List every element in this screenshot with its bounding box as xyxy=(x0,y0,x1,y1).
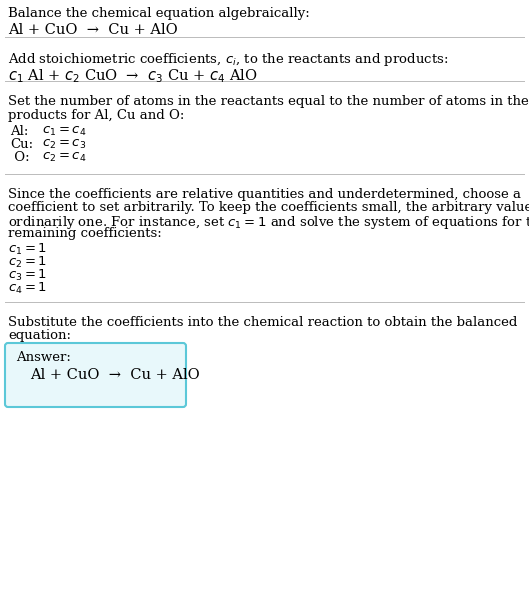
FancyBboxPatch shape xyxy=(5,343,186,407)
Text: $c_1 = 1$: $c_1 = 1$ xyxy=(8,242,47,257)
Text: Al + CuO  →  Cu + AlO: Al + CuO → Cu + AlO xyxy=(8,23,178,37)
Text: Al + CuO  →  Cu + AlO: Al + CuO → Cu + AlO xyxy=(30,368,200,382)
Text: Add stoichiometric coefficients, $c_i$, to the reactants and products:: Add stoichiometric coefficients, $c_i$, … xyxy=(8,51,449,68)
Text: $c_1 = c_4$: $c_1 = c_4$ xyxy=(42,125,86,138)
Text: Al:: Al: xyxy=(10,125,29,138)
Text: products for Al, Cu and O:: products for Al, Cu and O: xyxy=(8,109,185,122)
Text: O:: O: xyxy=(10,151,30,164)
Text: $c_3 = 1$: $c_3 = 1$ xyxy=(8,268,47,283)
Text: Set the number of atoms in the reactants equal to the number of atoms in the: Set the number of atoms in the reactants… xyxy=(8,95,529,108)
Text: Substitute the coefficients into the chemical reaction to obtain the balanced: Substitute the coefficients into the che… xyxy=(8,316,517,329)
Text: $c_2 = c_3$: $c_2 = c_3$ xyxy=(42,138,86,151)
Text: Since the coefficients are relative quantities and underdetermined, choose a: Since the coefficients are relative quan… xyxy=(8,188,521,201)
Text: remaining coefficients:: remaining coefficients: xyxy=(8,227,162,240)
Text: Balance the chemical equation algebraically:: Balance the chemical equation algebraica… xyxy=(8,7,310,20)
Text: $c_2 = 1$: $c_2 = 1$ xyxy=(8,255,47,270)
Text: Cu:: Cu: xyxy=(10,138,33,151)
Text: $c_4 = 1$: $c_4 = 1$ xyxy=(8,281,47,296)
Text: $c_1$ Al + $c_2$ CuO  →  $c_3$ Cu + $c_4$ AlO: $c_1$ Al + $c_2$ CuO → $c_3$ Cu + $c_4$ … xyxy=(8,67,258,84)
Text: equation:: equation: xyxy=(8,329,71,342)
Text: $c_2 = c_4$: $c_2 = c_4$ xyxy=(42,151,86,164)
Text: ordinarily one. For instance, set $c_1 = 1$ and solve the system of equations fo: ordinarily one. For instance, set $c_1 =… xyxy=(8,214,529,231)
Text: coefficient to set arbitrarily. To keep the coefficients small, the arbitrary va: coefficient to set arbitrarily. To keep … xyxy=(8,201,529,214)
Text: Answer:: Answer: xyxy=(16,351,71,364)
